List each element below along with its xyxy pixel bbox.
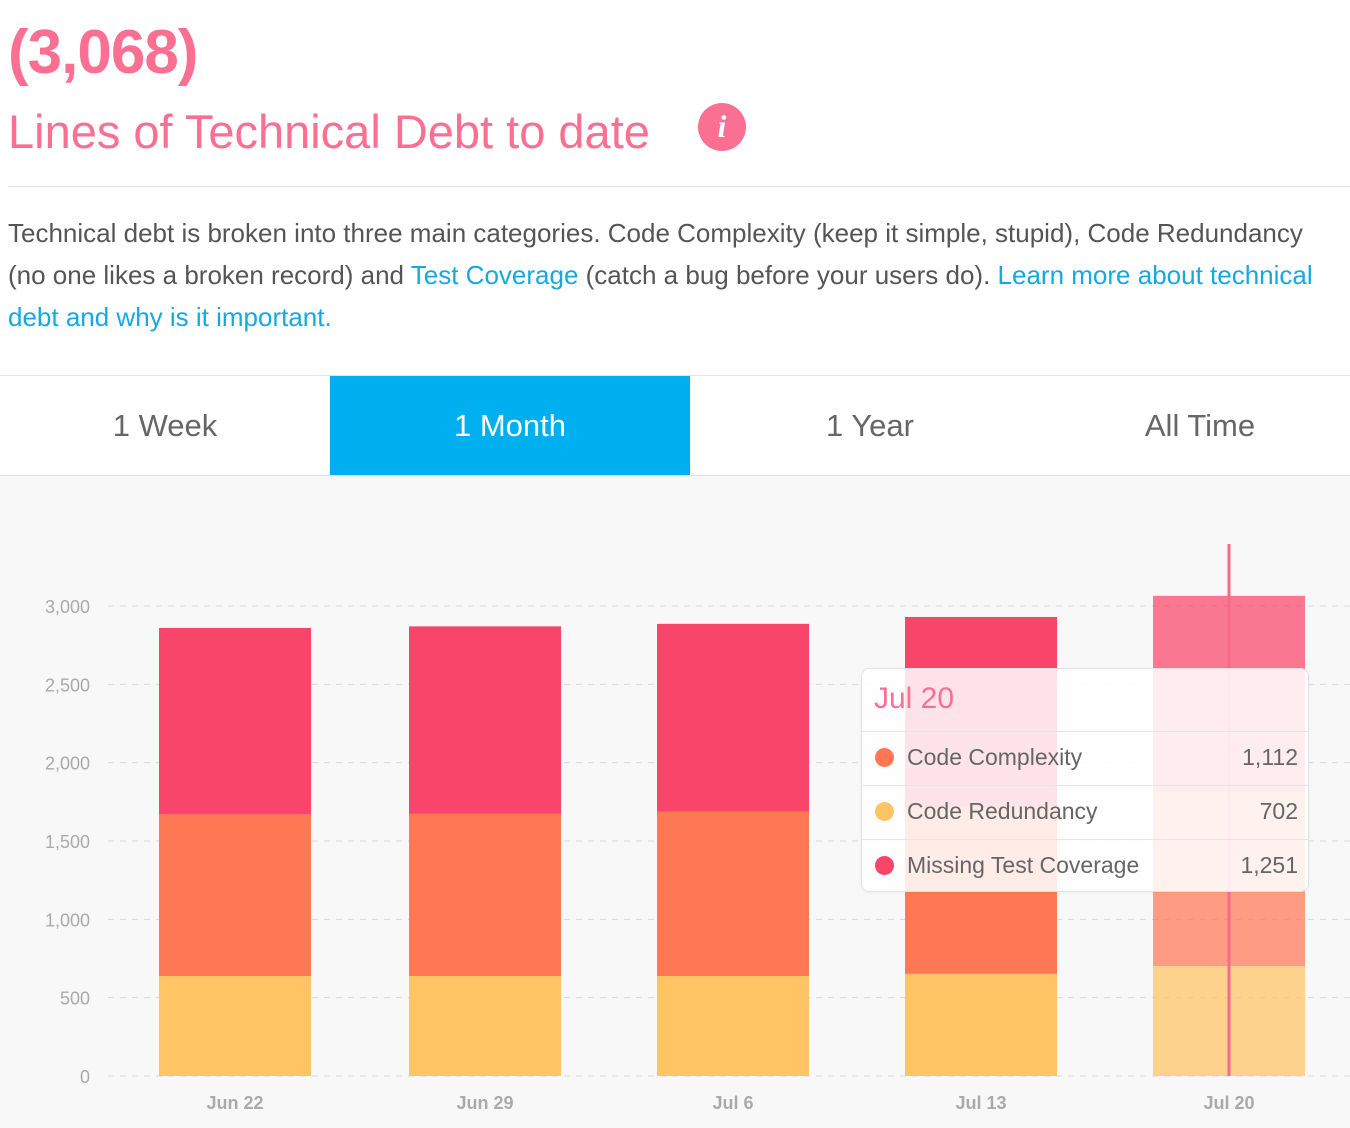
description: Technical debt is broken into three main…	[8, 212, 1343, 338]
bar-code-redundancy	[905, 973, 1057, 1076]
tab-1-month[interactable]: 1 Month	[330, 376, 690, 475]
bar-code-complexity	[657, 811, 809, 977]
y-tick-label: 500	[60, 989, 90, 1009]
description-text-2: (catch a bug before your users do).	[578, 260, 998, 290]
tooltip-label: Code Redundancy	[907, 798, 1098, 824]
y-tick-label: 2,500	[45, 675, 90, 695]
x-tick-label: Jul 6	[712, 1093, 753, 1113]
tooltip-label: Missing Test Coverage	[907, 852, 1140, 878]
info-icon[interactable]: i	[697, 102, 747, 152]
time-range-tabs: 1 Week 1 Month 1 Year All Time	[0, 375, 1350, 476]
x-tick-label: Jun 22	[206, 1093, 263, 1113]
y-tick-label: 0	[80, 1067, 90, 1087]
bar-code-complexity	[409, 813, 561, 977]
chart-tooltip: Jul 20 Code Complexity 1,112 Code Redund…	[861, 668, 1309, 892]
tab-1-year[interactable]: 1 Year	[826, 407, 914, 443]
x-tick-label: Jul 20	[1203, 1093, 1254, 1113]
bar-code-complexity	[159, 814, 311, 977]
debt-total: (3,068)	[8, 18, 198, 87]
test-coverage-link[interactable]: Test Coverage	[410, 260, 579, 290]
code-complexity-dot-icon	[875, 748, 894, 767]
tooltip-row-missing-test-coverage: Missing Test Coverage 1,251	[862, 839, 1308, 892]
y-tick-label: 2,000	[45, 754, 90, 774]
code-redundancy-dot-icon	[875, 802, 894, 821]
bar-missing-test-coverage	[657, 623, 809, 812]
tab-all-time[interactable]: All Time	[1144, 407, 1256, 443]
y-tick-label: 1,000	[45, 910, 90, 930]
learn-more-link[interactable]: Learn more about technical debt and why …	[8, 260, 1313, 332]
tab-1-week[interactable]: 1 Week	[112, 407, 218, 443]
missing-test-coverage-dot-icon	[875, 856, 894, 875]
bar-missing-test-coverage	[409, 626, 561, 814]
bar-missing-test-coverage	[159, 627, 311, 815]
tooltip-label: Code Complexity	[907, 744, 1083, 770]
tooltip-value: 702	[1259, 798, 1298, 824]
header-divider	[8, 186, 1350, 187]
description-text-1: Technical debt is broken into three main…	[8, 218, 1303, 290]
y-tick-label: 3,000	[45, 597, 90, 617]
x-tick-label: Jul 13	[955, 1093, 1006, 1113]
bar-code-redundancy	[409, 976, 561, 1076]
y-tick-label: 1,500	[45, 832, 90, 852]
bar-code-redundancy	[657, 976, 809, 1076]
bar-code-redundancy	[159, 976, 311, 1076]
page-title: Lines of Technical Debt to date	[8, 105, 650, 158]
tooltip-value: 1,112	[1242, 744, 1298, 770]
tooltip-value: 1,251	[1240, 852, 1298, 878]
info-glyph: i	[718, 108, 727, 144]
tooltip-row-code-complexity: Code Complexity 1,112	[862, 731, 1308, 784]
x-tick-label: Jun 29	[456, 1093, 513, 1113]
tooltip-title: Jul 20	[874, 682, 955, 715]
tooltip-row-code-redundancy: Code Redundancy 702	[862, 785, 1308, 838]
